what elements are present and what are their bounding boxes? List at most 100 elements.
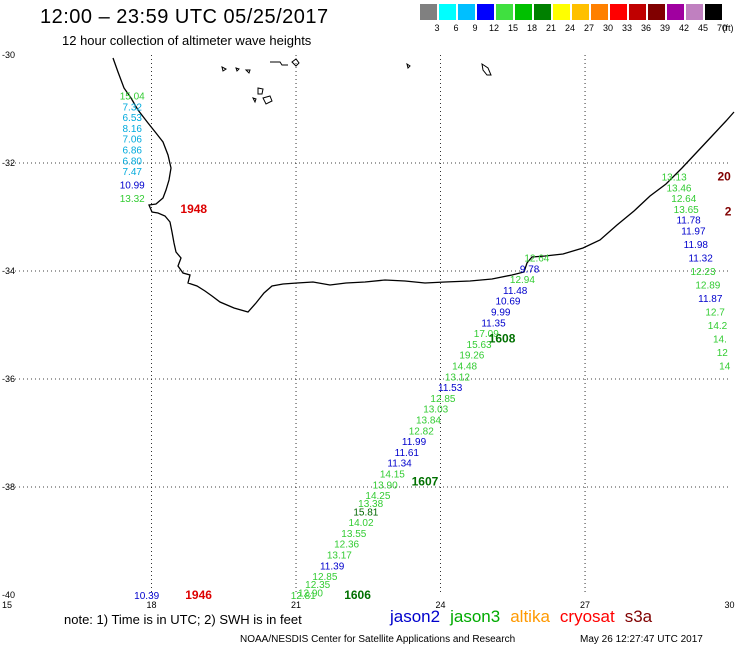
swh-value: 10.99 [120, 181, 145, 192]
swh-value: 14.02 [349, 518, 374, 529]
scale-swatch [553, 4, 570, 20]
swh-value: 15.63 [467, 340, 492, 351]
island-10 [481, 62, 492, 76]
scale-label: 18 [526, 23, 538, 33]
footer-credit: NOAA/NESDIS Center for Satellite Applica… [240, 634, 516, 645]
scale-label: 24 [564, 23, 576, 33]
swh-value: 7.47 [123, 167, 143, 178]
swh-value: 6.86 [123, 146, 143, 157]
swh-value: 12.7 [705, 308, 725, 319]
scale-swatch [705, 4, 722, 20]
island-6 [262, 95, 273, 105]
lat-tick-label: -34 [2, 266, 15, 276]
scale-unit: (ft) [722, 23, 734, 33]
swh-value: 13.13 [662, 173, 687, 184]
scale-swatch [667, 4, 684, 20]
swh-value: 11.99 [402, 437, 427, 448]
swh-value: 13.38 [358, 499, 383, 510]
lon-tick-label: 30 [725, 600, 735, 610]
island-1 [221, 66, 227, 72]
observations: 15.047.326.538.167.066.866.807.47 10.99 13… [120, 92, 731, 603]
swh-value: 12.64 [524, 254, 549, 265]
lon-tick-label: 15 [2, 600, 12, 610]
swh-value: 12.64 [671, 194, 696, 205]
pass-label-track-1607: 1607 [412, 475, 439, 489]
satellite-legend: jason2 jason3 altika cryosat s3a [390, 607, 662, 627]
scale-swatch [572, 4, 589, 20]
pass-label-west-1946: 1946 [185, 588, 212, 602]
swh-value: 11.53 [438, 383, 463, 394]
swh-value: 13.03 [423, 405, 448, 416]
scale-swatch [591, 4, 608, 20]
map-title: 12:00 – 23:59 UTC 05/25/2017 [40, 6, 329, 28]
pass-label-track-1606: 1606 [344, 588, 371, 602]
footer-timestamp: May 26 12:27:47 UTC 2017 [580, 634, 703, 645]
lat-lon-grid: 15 18 21 24 27 30 -30 -32 -34 -36 -38 -40 [2, 50, 735, 610]
scale-swatch [439, 4, 456, 20]
scale-swatch [610, 4, 627, 20]
lon-tick-label: 27 [580, 600, 590, 610]
swh-value: 14.2 [708, 321, 728, 332]
swh-value: 9.99 [491, 308, 511, 319]
swh-value: 14.15 [380, 470, 405, 481]
scale-label: 6 [453, 23, 459, 33]
swh-value: 12 [717, 348, 729, 359]
note-text: note: 1) Time is in UTC; 2) SWH is in fe… [64, 612, 302, 627]
legend-s3a: s3a [624, 607, 653, 626]
swh-value: 11.87 [698, 294, 723, 305]
coastline [112, 57, 735, 313]
swh-value: 14 [719, 362, 731, 373]
swh-value: 8.16 [123, 124, 143, 135]
scale-label: 42 [678, 23, 690, 33]
swh-value: 7.32 [123, 102, 143, 113]
scale-label: 12 [488, 23, 500, 33]
swh-value: 11.39 [320, 561, 345, 572]
lat-tick-label: -30 [2, 50, 15, 60]
scale-swatch [477, 4, 494, 20]
pass-labels: 1948 1946 1608 1607 1606 20 2 [180, 170, 731, 603]
swh-value: 15.81 [353, 507, 378, 518]
swh-value: 13.32 [120, 194, 145, 205]
swh-value: 12.81 [291, 591, 316, 602]
swh-value: 13.17 [327, 551, 352, 562]
lon-tick-label: 21 [291, 600, 301, 610]
scale-swatch [515, 4, 532, 20]
swh-value: 9.78 [520, 264, 540, 275]
swh-value: 7.06 [123, 135, 143, 146]
swh-value: 12.90 [298, 588, 323, 599]
swh-value: 13.46 [666, 183, 691, 194]
swh-value: 19.26 [459, 351, 484, 362]
lat-tick-label: -36 [2, 374, 15, 384]
swh-value: 17.09 [474, 329, 499, 340]
scale-label: 3 [434, 23, 440, 33]
scale-swatch [629, 4, 646, 20]
map-subtitle: 12 hour collection of altimeter wave hei… [62, 33, 312, 48]
swh-value: 11.98 [684, 240, 709, 251]
island-5 [252, 97, 257, 104]
scale-label: 15 [507, 23, 519, 33]
scale-label: 45 [697, 23, 709, 33]
scale-swatch [648, 4, 665, 20]
swh-value: 12.85 [430, 394, 455, 405]
scale-label: 33 [621, 23, 633, 33]
scale-swatch [420, 4, 437, 20]
island-4 [257, 87, 264, 95]
scale-label: 21 [545, 23, 557, 33]
scale-label: 36 [640, 23, 652, 33]
lon-tick-label: 24 [436, 600, 446, 610]
legend-altika: altika [510, 607, 550, 626]
legend-jason3: jason3 [450, 607, 501, 626]
swh-value: 14.25 [365, 491, 390, 502]
swh-value: 11.35 [481, 318, 506, 329]
swh-value: 15.04 [120, 92, 145, 103]
swh-value: 14.48 [452, 362, 477, 373]
lat-tick-label: -38 [2, 482, 15, 492]
swh-value: 12.23 [691, 267, 716, 278]
scale-label: 30 [602, 23, 614, 33]
swh-value: 11.97 [681, 227, 706, 238]
scale-swatch [496, 4, 513, 20]
legend-jason2: jason2 [390, 607, 441, 626]
swh-value: 13.12 [445, 372, 470, 383]
scale-swatch [686, 4, 703, 20]
swh-value: 6.80 [123, 156, 143, 167]
